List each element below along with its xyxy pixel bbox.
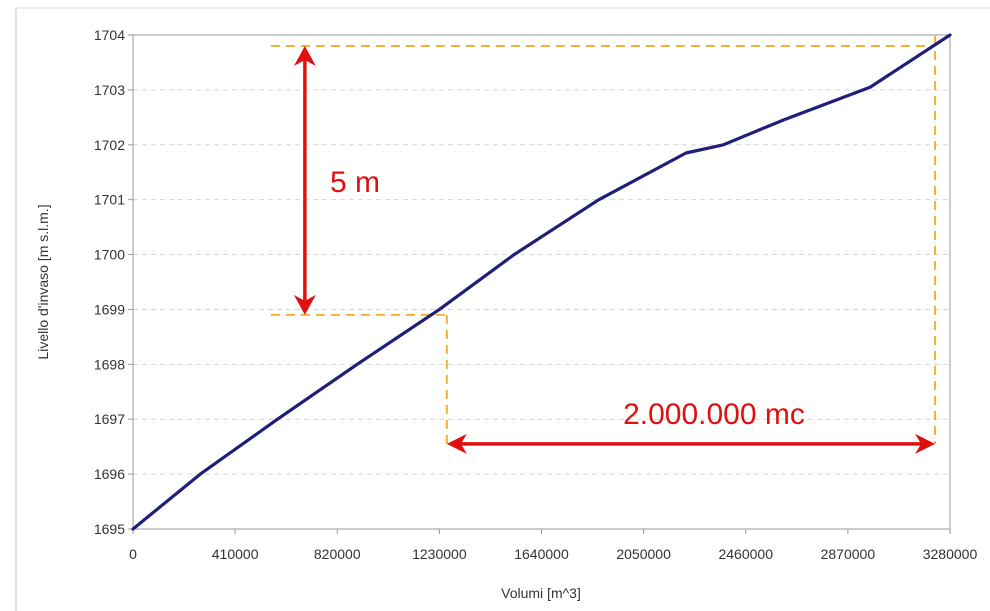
volume-difference-label: 2.000.000 mc (623, 398, 805, 431)
x-tick-labels: 0 410000 820000 1230000 1640000 2050000 246000… (129, 546, 977, 562)
series-line (131, 33, 952, 531)
y-tick-label-1697: 1697 (94, 411, 125, 427)
y-tick-label-1696: 1696 (94, 466, 125, 482)
x-tick-label-2050000: 2050000 (616, 546, 671, 562)
series-layer (131, 33, 952, 531)
plot-area-border (132, 34, 951, 530)
y-tick-label-1699: 1699 (94, 301, 125, 317)
y-tick-label-1704: 1704 (94, 27, 125, 43)
x-tick-label-2870000: 2870000 (821, 546, 876, 562)
x-tick-label-3280000: 3280000 (923, 546, 978, 562)
x-tick-label-1230000: 1230000 (412, 546, 467, 562)
x-tick-label-0: 0 (129, 546, 137, 562)
y-tick-label-1698: 1698 (94, 356, 125, 372)
x-tick-label-820000: 820000 (314, 546, 361, 562)
volume-arrow-head-right (915, 433, 936, 454)
y-tick-label-1702: 1702 (94, 137, 125, 153)
annotation-arrows (293, 45, 936, 454)
y-axis-title: Livello d'invaso [m s.l.m.] (35, 204, 51, 359)
x-tick-label-1640000: 1640000 (514, 546, 569, 562)
x-axis-title: Volumi [m^3] (501, 585, 581, 601)
x-tick-label-410000: 410000 (212, 546, 259, 562)
y-tick-label-1695: 1695 (94, 521, 125, 537)
level-arrow-head-up (293, 45, 316, 66)
level-difference-label: 5 m (330, 166, 380, 199)
volume-arrow-head-left (446, 433, 467, 454)
x-tick-label-2460000: 2460000 (718, 546, 773, 562)
gridlines (128, 34, 951, 534)
guide-lines (270, 35, 937, 444)
y-tick-labels: 1695 1696 1697 1698 1699 1700 1701 1702 1703 1704 (94, 27, 125, 537)
y-tick-label-1703: 1703 (94, 82, 125, 98)
y-tick-label-1700: 1700 (94, 247, 125, 263)
y-tick-label-1701: 1701 (94, 192, 125, 208)
level-arrow-head-down (293, 294, 316, 315)
